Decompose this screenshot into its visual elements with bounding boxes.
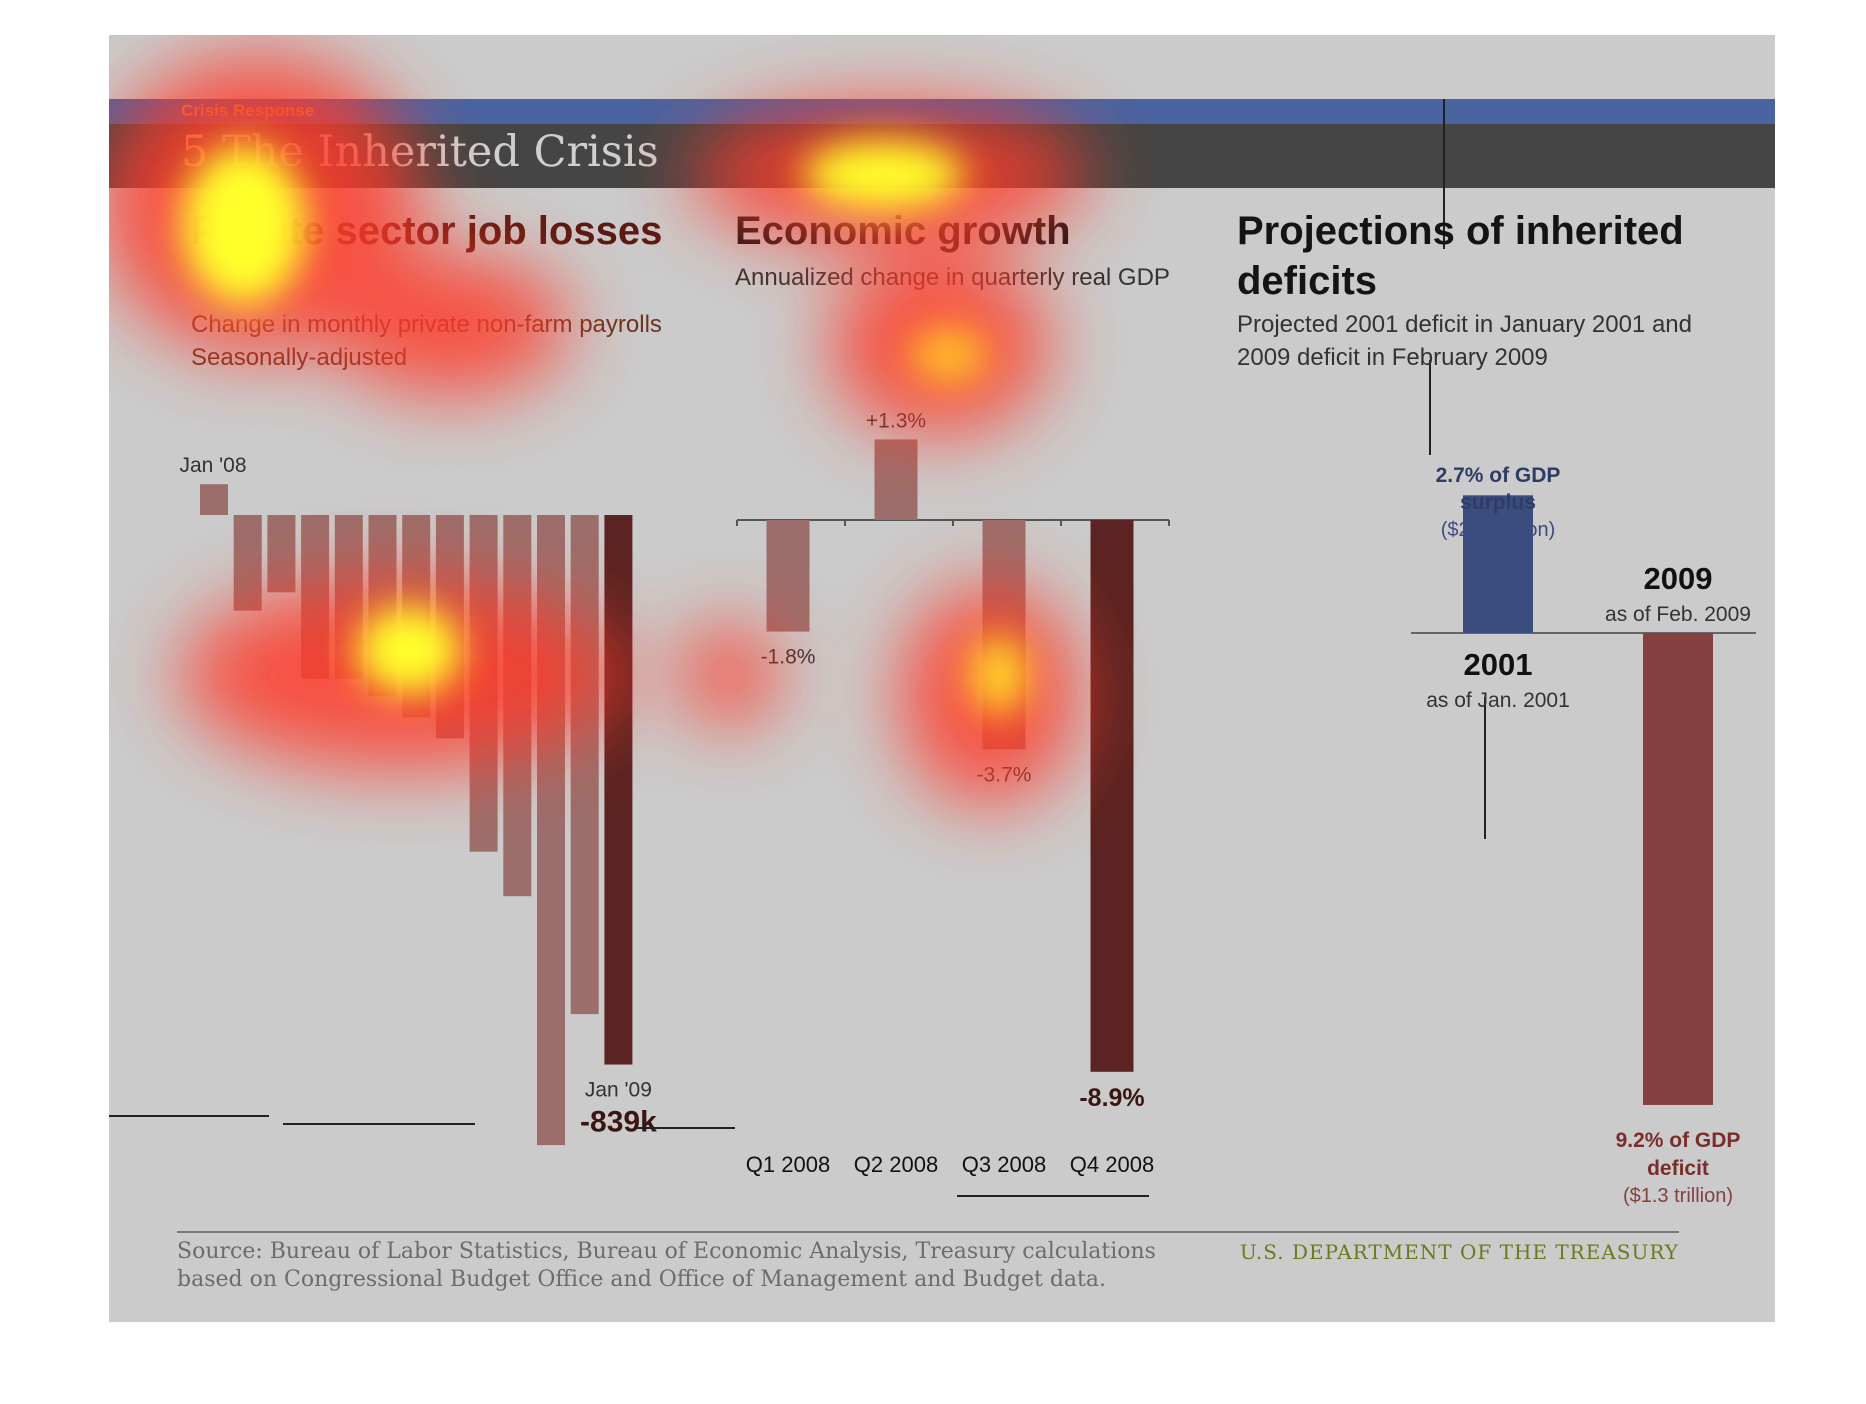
slide-number: 5 bbox=[181, 127, 209, 177]
year-2009-note: as of Feb. 2009 bbox=[1605, 603, 1751, 626]
jobs-panel-subtitle: Change in monthly private non-farm payro… bbox=[191, 311, 662, 371]
jobs-bar bbox=[233, 515, 262, 611]
year-2001-label: 2001 bbox=[1464, 647, 1533, 682]
footer-rule bbox=[177, 1231, 1679, 1233]
growth-category-label: Q1 2008 bbox=[746, 1152, 830, 1177]
growth-category-label: Q4 2008 bbox=[1070, 1152, 1154, 1177]
slide-title-text: The Inherited Crisis bbox=[222, 127, 659, 177]
slide: Crisis Response 5 The Inherited Crisis P… bbox=[109, 35, 1775, 1322]
jobs-chart: Jan '08 Jan '09 -839k bbox=[179, 454, 657, 1146]
surplus-label-line1: 2.7% of GDP bbox=[1436, 464, 1561, 487]
jobs-bar bbox=[368, 515, 397, 697]
jobs-start-label: Jan '08 bbox=[179, 454, 246, 477]
jobs-panel-title: Private sector job losses bbox=[191, 209, 663, 253]
jobs-end-value: -839k bbox=[580, 1106, 657, 1139]
growth-value-label: -3.7% bbox=[977, 763, 1032, 786]
stray-rule bbox=[283, 1123, 475, 1125]
header-accent-bar bbox=[109, 99, 1775, 124]
stray-rule bbox=[635, 1127, 735, 1129]
surplus-label-line2: surplus bbox=[1460, 491, 1536, 514]
deficit-label-line3: ($1.3 trillion) bbox=[1623, 1185, 1733, 1207]
slide-title: 5 The Inherited Crisis bbox=[181, 127, 659, 177]
jobs-bar bbox=[469, 515, 498, 852]
jobs-bar bbox=[200, 484, 228, 515]
growth-value-label: +1.3% bbox=[866, 409, 926, 432]
jobs-bar bbox=[402, 515, 431, 718]
jobs-bar bbox=[435, 515, 464, 739]
deficits-chart: 2.7% of GDP surplus ($281 billion) 2001 as o… bbox=[1411, 464, 1756, 1207]
growth-bar bbox=[982, 520, 1026, 750]
deficit-label-line1: 9.2% of GDP bbox=[1616, 1129, 1741, 1152]
growth-value-label: -1.8% bbox=[761, 646, 816, 669]
growth-value-label: -8.9% bbox=[1079, 1084, 1144, 1112]
divider-line bbox=[1484, 697, 1486, 839]
jobs-bar bbox=[301, 515, 330, 679]
growth-panel-title: Economic growth bbox=[735, 209, 1071, 253]
jobs-end-label: Jan '09 bbox=[585, 1079, 652, 1102]
surplus-bar bbox=[1463, 495, 1533, 633]
year-2009-label: 2009 bbox=[1644, 561, 1713, 596]
divider-line bbox=[1443, 99, 1445, 249]
stray-rule bbox=[957, 1195, 1149, 1197]
surplus-label-line3: ($281 billion) bbox=[1441, 519, 1556, 541]
jobs-bar bbox=[334, 515, 363, 679]
growth-bar bbox=[874, 439, 918, 520]
growth-panel-subtitle: Annualized change in quarterly real GDP bbox=[735, 264, 1170, 291]
stray-rule bbox=[109, 1115, 269, 1117]
growth-category-label: Q2 2008 bbox=[854, 1152, 938, 1177]
growth-category-label: Q3 2008 bbox=[962, 1152, 1046, 1177]
year-2001-note: as of Jan. 2001 bbox=[1426, 689, 1570, 712]
source-note: Source: Bureau of Labor Statistics, Bure… bbox=[177, 1239, 1156, 1292]
growth-bar bbox=[1090, 520, 1134, 1072]
jobs-bar bbox=[570, 515, 599, 1015]
deficit-bar bbox=[1643, 633, 1713, 1105]
growth-bar bbox=[766, 520, 810, 632]
growth-chart: -1.8% Q1 2008 +1.3% Q2 2008 -3.7% Q3 2008 -8.9… bbox=[736, 409, 1170, 1177]
jobs-bar bbox=[537, 515, 565, 1146]
deficits-panel-subtitle: Projected 2001 deficit in January 2001 a… bbox=[1237, 311, 1692, 371]
section-label: Crisis Response bbox=[181, 101, 315, 120]
jobs-bar bbox=[267, 515, 296, 593]
divider-line bbox=[1429, 360, 1431, 455]
jobs-bar bbox=[604, 515, 633, 1065]
jobs-bar bbox=[503, 515, 532, 897]
agency-wordmark: U.S. DEPARTMENT OF THE TREASURY bbox=[1239, 1240, 1679, 1264]
deficits-panel-title: Projections of inherited deficits bbox=[1237, 209, 1684, 303]
deficit-label-line2: deficit bbox=[1647, 1157, 1709, 1180]
